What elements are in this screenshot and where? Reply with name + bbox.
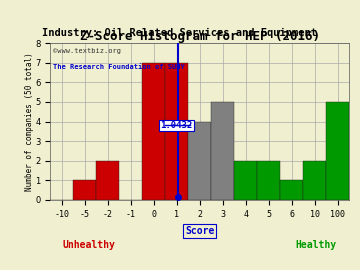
Bar <box>165 63 188 200</box>
Y-axis label: Number of companies (50 total): Number of companies (50 total) <box>25 52 34 191</box>
Text: 1.0432: 1.0432 <box>161 121 193 130</box>
Title: Z-Score Histogram for HEP (2016): Z-Score Histogram for HEP (2016) <box>80 30 320 43</box>
Text: Score: Score <box>185 226 215 236</box>
Text: Healthy: Healthy <box>296 240 337 250</box>
Bar <box>326 102 349 200</box>
Bar <box>303 161 326 200</box>
Text: Industry: Oil Related Services and Equipment: Industry: Oil Related Services and Equip… <box>42 28 318 38</box>
Bar <box>96 161 120 200</box>
Text: The Research Foundation of SUNY: The Research Foundation of SUNY <box>53 63 185 70</box>
Bar <box>280 180 303 200</box>
Bar <box>234 161 257 200</box>
Bar <box>73 180 96 200</box>
Bar <box>188 122 211 200</box>
Text: Unhealthy: Unhealthy <box>62 240 115 250</box>
Bar <box>257 161 280 200</box>
Bar <box>142 63 165 200</box>
Text: ©www.textbiz.org: ©www.textbiz.org <box>53 48 121 54</box>
Bar <box>211 102 234 200</box>
